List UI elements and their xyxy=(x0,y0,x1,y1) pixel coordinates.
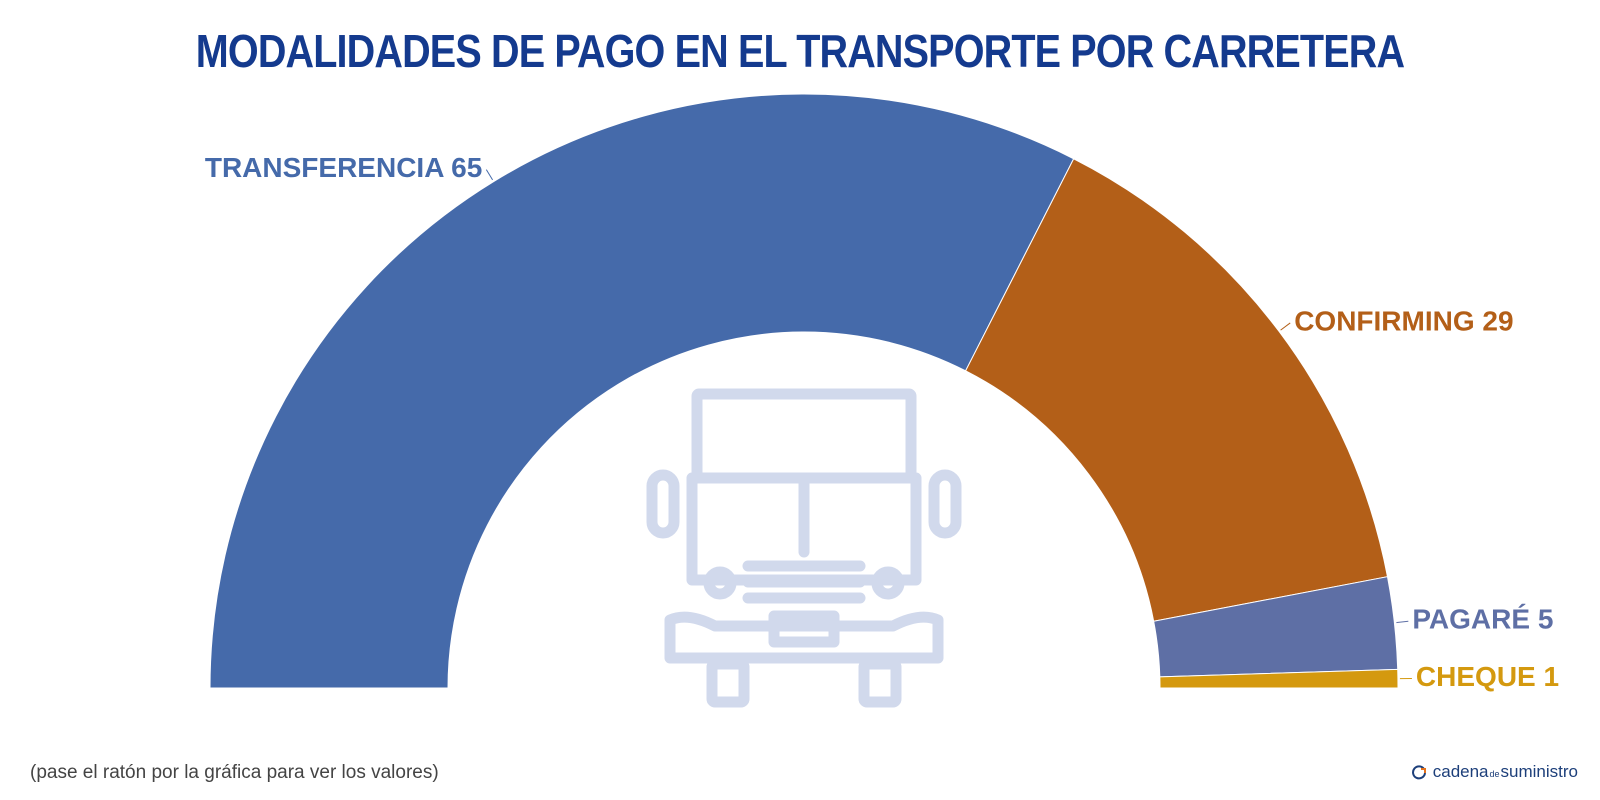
chart-title: MODALIDADES DE PAGO EN EL TRANSPORTE POR… xyxy=(195,25,1405,77)
slice-transferencia[interactable] xyxy=(209,93,1075,689)
slice-cheque[interactable] xyxy=(1159,668,1399,689)
hover-hint: (pase el ratón por la gráfica para ver l… xyxy=(30,762,439,783)
slice-confirming[interactable] xyxy=(964,158,1389,622)
data-label-pagare: PAGARÉ 5 xyxy=(1412,604,1553,635)
data-label-transferencia: TRANSFERENCIA 65 xyxy=(205,152,482,183)
brand-logo[interactable]: cadenadesuministro xyxy=(1411,762,1578,782)
label-connector-transferencia xyxy=(485,169,494,181)
label-connector-confirming xyxy=(1280,322,1291,331)
brand-text-de: de xyxy=(1489,769,1500,779)
brand-text-suministro: suministro xyxy=(1500,762,1578,781)
data-label-confirming: CONFIRMING 29 xyxy=(1294,305,1513,336)
data-label-cheque: CHEQUE 1 xyxy=(1416,661,1559,692)
brand-text-cadena: cadena xyxy=(1432,762,1489,781)
label-connector-pagare xyxy=(1396,620,1409,624)
refresh-arc-icon xyxy=(1411,765,1426,780)
truck-front-icon xyxy=(646,388,962,708)
